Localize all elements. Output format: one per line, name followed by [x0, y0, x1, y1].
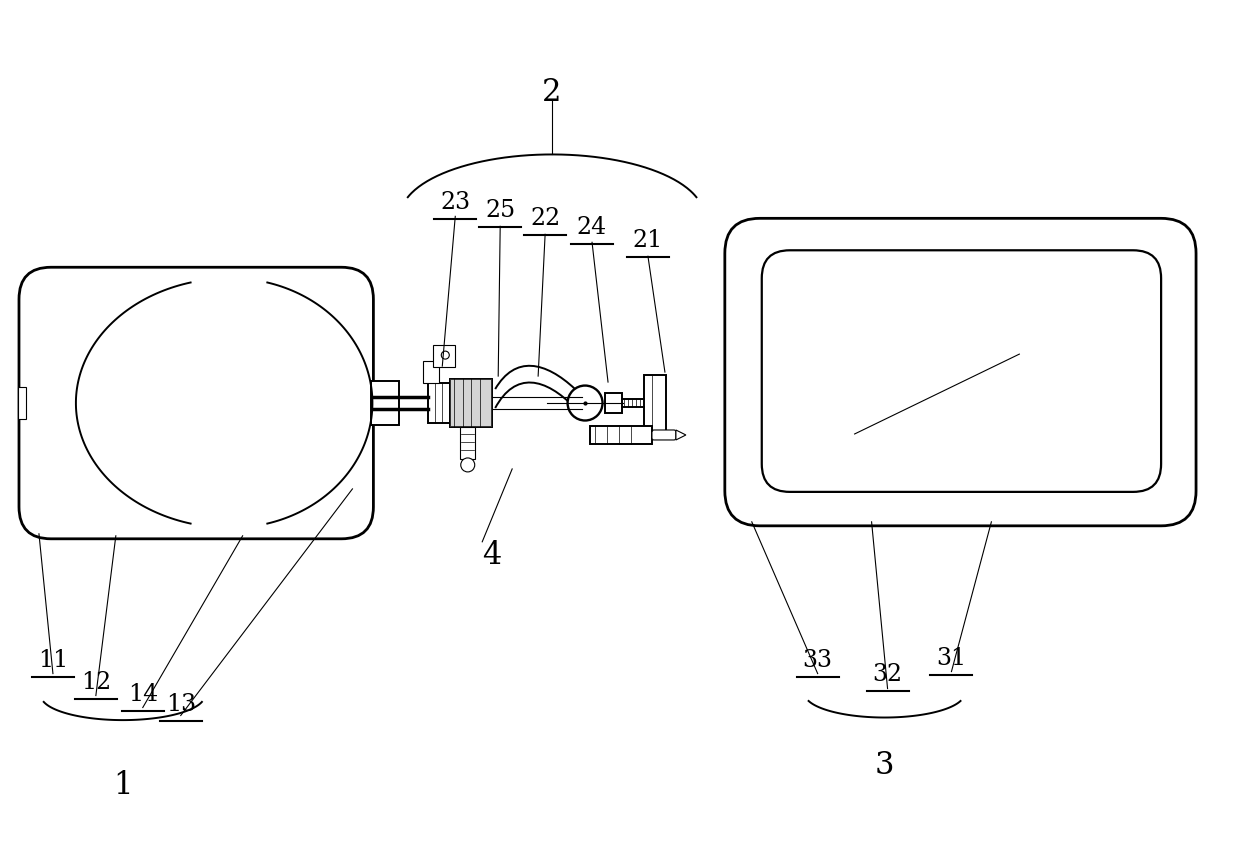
Text: 2: 2 [543, 77, 561, 108]
Text: 11: 11 [38, 648, 68, 672]
Bar [424, 361, 440, 383]
Bar [19, 387, 26, 419]
Bar [429, 383, 450, 423]
Bar [605, 393, 622, 413]
Bar [450, 379, 492, 427]
Text: 14: 14 [128, 683, 157, 706]
Circle shape [441, 351, 450, 359]
Text: 23: 23 [440, 192, 471, 214]
Bar [590, 426, 652, 444]
Text: 24: 24 [577, 216, 607, 240]
Circle shape [461, 458, 475, 472]
Text: 22: 22 [530, 208, 560, 230]
Text: 4: 4 [482, 540, 502, 571]
Text: 1: 1 [113, 770, 133, 801]
Circle shape [567, 386, 602, 420]
Text: 13: 13 [166, 693, 196, 716]
Polygon shape [676, 430, 686, 440]
Text: 33: 33 [803, 648, 833, 672]
Bar [372, 381, 399, 425]
Text: 25: 25 [486, 199, 515, 222]
Bar [434, 345, 455, 367]
Text: 3: 3 [875, 750, 895, 781]
Bar [450, 379, 492, 427]
Bar [644, 375, 667, 431]
Text: 32: 32 [872, 663, 903, 685]
FancyBboxPatch shape [652, 430, 676, 440]
Text: 21: 21 [633, 230, 663, 252]
Text: 31: 31 [937, 647, 966, 669]
Bar [460, 427, 476, 459]
Text: 12: 12 [81, 670, 112, 694]
